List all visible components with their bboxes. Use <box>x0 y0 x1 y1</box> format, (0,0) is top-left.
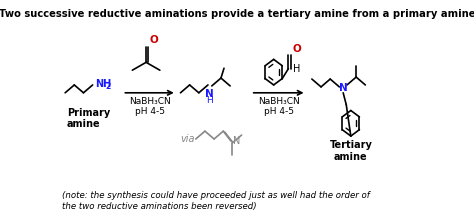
Text: pH 4-5: pH 4-5 <box>264 107 293 116</box>
Text: N: N <box>233 136 241 146</box>
Text: NH: NH <box>95 79 111 89</box>
Text: pH 4-5: pH 4-5 <box>135 107 164 116</box>
Text: O: O <box>292 44 301 54</box>
Text: Two successive reductive aminations provide a tertiary amine from a primary amin: Two successive reductive aminations prov… <box>0 9 474 19</box>
Text: (note: the synthesis could have proceeded just as well had the order of
the two : (note: the synthesis could have proceede… <box>62 191 370 210</box>
Text: O: O <box>150 35 159 45</box>
Text: N: N <box>205 89 214 99</box>
Text: N: N <box>339 83 347 93</box>
Text: NaBH₃CN: NaBH₃CN <box>128 97 171 106</box>
Text: H: H <box>293 64 301 74</box>
Text: via: via <box>181 134 195 144</box>
Text: Primary
amine: Primary amine <box>67 108 110 129</box>
Text: 2: 2 <box>106 82 111 91</box>
Text: Tertiary
amine: Tertiary amine <box>329 140 372 162</box>
Text: NaBH₃CN: NaBH₃CN <box>258 97 300 106</box>
Text: H: H <box>206 96 213 105</box>
